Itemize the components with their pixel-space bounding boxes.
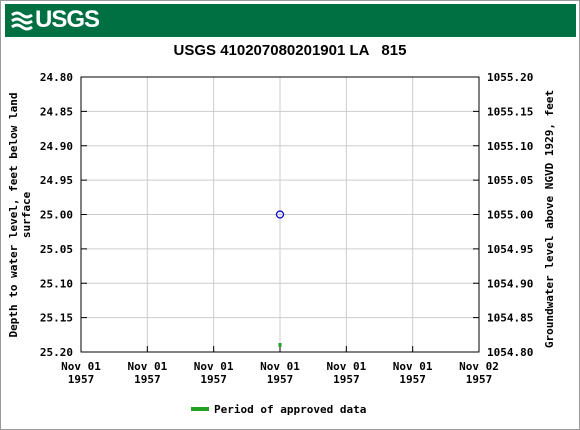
y-left-tick-label: 25.15 [40,312,73,325]
y-left-tick-label: 25.00 [40,209,73,222]
x-tick-label-date: Nov 01 [393,360,433,373]
usgs-wave-icon [11,9,33,31]
approved-period-marker [278,343,282,347]
legend: Period of approved data [191,403,366,416]
x-tick-label-year: 1957 [134,373,161,386]
y-right-tick-label: 1054.95 [487,243,533,256]
y-left-tick-label: 24.85 [40,105,73,118]
x-tick-label-year: 1957 [68,373,95,386]
y-right-tick-label: 1055.10 [487,140,533,153]
legend-swatch [191,407,209,411]
y-right-tick-label: 1055.15 [487,105,533,118]
y-right-tick-label: 1054.90 [487,277,533,290]
x-tick-label-date: Nov 01 [326,360,366,373]
y-right-tick-label: 1055.05 [487,174,533,187]
y-left-tick-label: 24.95 [40,174,73,187]
y-left-tick-label: 24.90 [40,140,73,153]
legend-label: Period of approved data [214,403,366,416]
x-tick-label-year: 1957 [466,373,493,386]
right-axis-ticks: 1055.20 1055.15 1055.10 1055.05 1055.00 1054.… [473,71,533,359]
left-axis-ticks: 24.80 24.85 24.90 24.95 25.00 25.05 25.10 25.15… [40,71,87,359]
usgs-logo-text: USGS [35,6,100,33]
y-left-tick-label: 25.20 [40,346,73,359]
data-marks [275,210,285,347]
y-right-axis-label: Groundwater level above NGVD 1929, feet [543,90,556,348]
x-tick-label-year: 1957 [200,373,227,386]
x-tick-label-date: Nov 02 [459,360,499,373]
x-tick-label-year: 1957 [267,373,294,386]
x-tick-label-date: Nov 01 [127,360,167,373]
y-right-tick-label: 1054.80 [487,346,533,359]
x-tick-label-date: Nov 01 [194,360,234,373]
grid-lines [81,77,479,352]
y-left-tick-label: 24.80 [40,71,73,84]
y-left-axis-label-line1: Depth to water level, feet below land [7,92,20,337]
x-tick-label-date: Nov 01 [61,360,101,373]
y-left-tick-label: 25.10 [40,277,73,290]
y-right-tick-label: 1055.00 [487,209,533,222]
y-left-axis-label-line2: surface [20,191,33,238]
usgs-banner: USGS [5,4,576,37]
y-right-tick-label: 1055.20 [487,71,533,84]
x-tick-label-year: 1957 [399,373,426,386]
y-right-tick-label: 1054.85 [487,312,533,325]
x-tick-label-year: 1957 [333,373,360,386]
y-left-tick-label: 25.05 [40,243,73,256]
chart-title: USGS 410207080201901 LA 815 [173,42,407,59]
usgs-logo[interactable]: USGS [11,6,100,34]
data-point [275,210,285,219]
x-tick-label-date: Nov 01 [260,360,300,373]
